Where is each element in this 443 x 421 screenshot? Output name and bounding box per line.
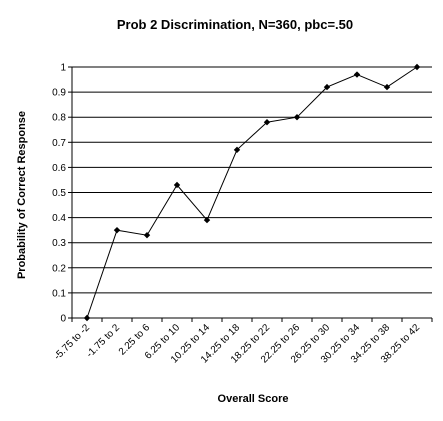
data-point xyxy=(383,83,391,91)
y-tick-label: 0.7 xyxy=(52,138,66,149)
y-tick-label: 0.6 xyxy=(52,163,66,174)
x-ticks: -5.75 to -2-1.75 to 22.25 to 66.25 to 10… xyxy=(52,318,433,366)
y-tick-label: 0 xyxy=(60,314,66,325)
y-tick-label: 0.2 xyxy=(52,263,66,274)
data-point xyxy=(263,119,271,126)
y-tick-label: 0.5 xyxy=(52,188,66,199)
data-point xyxy=(293,114,301,121)
y-ticks: 0 0.1 0.2 0.3 0.4 0.5 0.6 0.7 0.8 0.9 1 xyxy=(52,63,72,325)
series-markers xyxy=(83,63,421,322)
y-tick-label: 0.8 xyxy=(52,113,66,124)
data-point xyxy=(143,231,151,239)
y-tick-label: 1 xyxy=(60,63,66,74)
y-tick-label: 0.3 xyxy=(52,238,66,249)
series-line xyxy=(86,66,418,319)
x-tick-label: -5.75 to -2 xyxy=(52,322,92,362)
data-point xyxy=(353,71,361,78)
data-point xyxy=(323,83,331,91)
data-point xyxy=(83,314,91,322)
data-point xyxy=(173,181,181,189)
data-point xyxy=(233,146,241,154)
gridlines xyxy=(72,66,432,294)
data-point xyxy=(113,226,121,234)
x-axis-title: Overall Score xyxy=(218,393,289,405)
y-axis-title: Probability of Correct Response xyxy=(16,111,28,279)
y-tick-label: 0.4 xyxy=(52,213,66,224)
y-tick-label: 0.9 xyxy=(52,88,66,99)
data-point xyxy=(203,216,211,224)
x-tick-label: -1.75 to 2 xyxy=(84,322,122,360)
chart-title: Prob 2 Discrimination, N=360, pbc=.50 xyxy=(117,17,353,32)
y-tick-label: 0.1 xyxy=(52,288,66,299)
data-point xyxy=(413,63,421,71)
